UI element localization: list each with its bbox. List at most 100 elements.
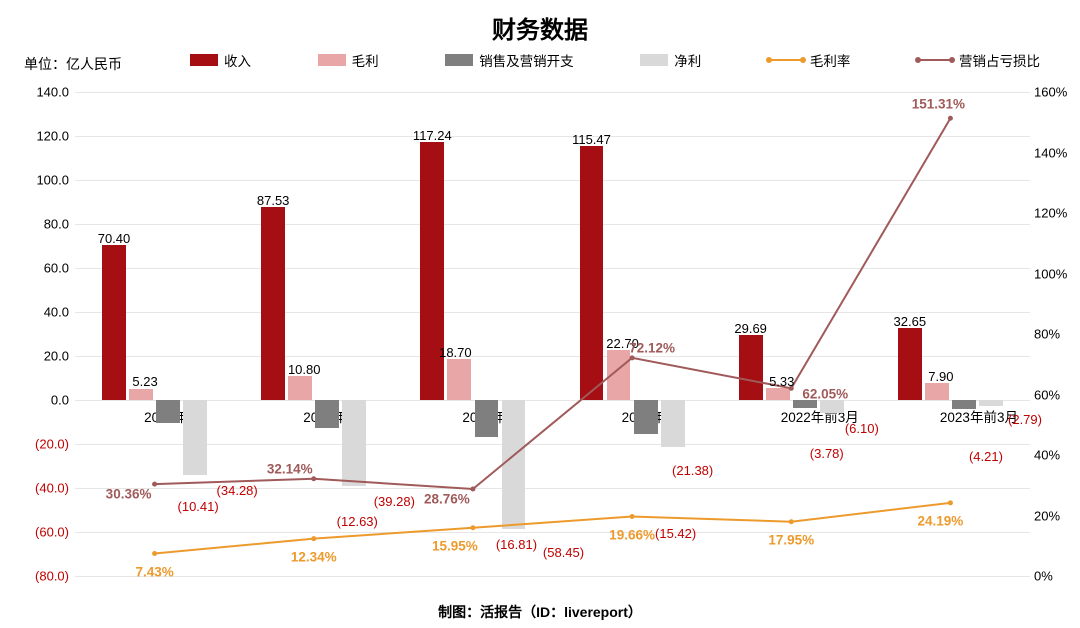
bar-gross bbox=[288, 376, 312, 400]
chart-credit: 制图：活报告（ID：livereport） bbox=[0, 602, 1080, 622]
gridline bbox=[75, 136, 1030, 137]
bar-value-net: (58.45) bbox=[543, 545, 584, 560]
bar-value-revenue: 32.65 bbox=[894, 314, 927, 329]
y1-tick: 0.0 bbox=[3, 393, 69, 408]
y2-tick: 60% bbox=[1034, 387, 1078, 402]
bar-value-gross: 10.80 bbox=[288, 362, 321, 377]
legend-label: 净利 bbox=[674, 50, 701, 70]
bar-value-sga: (12.63) bbox=[337, 514, 378, 529]
legend-swatch bbox=[917, 59, 953, 61]
y2-tick: 80% bbox=[1034, 327, 1078, 342]
bar-revenue bbox=[580, 146, 604, 400]
bar-value-sga: (10.41) bbox=[178, 499, 219, 514]
legend-item-gross: 毛利 bbox=[318, 50, 379, 70]
line-value-lossratio: 30.36% bbox=[106, 487, 152, 502]
bar-value-gross: 7.90 bbox=[928, 369, 953, 384]
line-value-margin: 24.19% bbox=[918, 513, 964, 528]
legend-label: 毛利 bbox=[352, 50, 379, 70]
bar-net bbox=[342, 400, 366, 486]
y2-tick: 160% bbox=[1034, 85, 1078, 100]
legend: 收入 毛利 销售及营销开支 净利 毛利率 营销占亏损比 bbox=[190, 50, 1040, 70]
gridline bbox=[75, 576, 1030, 577]
bar-revenue bbox=[261, 207, 285, 400]
y2-tick: 120% bbox=[1034, 206, 1078, 221]
y2-tick: 100% bbox=[1034, 266, 1078, 281]
gridline bbox=[75, 312, 1030, 313]
bar-value-net: (39.28) bbox=[374, 494, 415, 509]
bar-value-revenue: 115.47 bbox=[572, 132, 611, 147]
gridline bbox=[75, 268, 1030, 269]
bar-gross bbox=[925, 383, 949, 400]
bar-value-gross: 5.33 bbox=[769, 374, 794, 389]
bar-revenue bbox=[898, 328, 922, 400]
y2-tick: 140% bbox=[1034, 145, 1078, 160]
gridline bbox=[75, 180, 1030, 181]
bar-value-sga: (4.21) bbox=[969, 449, 1003, 464]
gridline bbox=[75, 400, 1030, 401]
bar-sga bbox=[475, 400, 499, 437]
bar-revenue bbox=[102, 245, 126, 400]
bar-gross bbox=[766, 388, 790, 400]
y1-tick: 60.0 bbox=[3, 261, 69, 276]
bar-sga bbox=[634, 400, 658, 434]
bar-value-gross: 5.23 bbox=[132, 374, 157, 389]
y1-tick: (20.0) bbox=[3, 437, 69, 452]
legend-label: 毛利率 bbox=[810, 50, 851, 70]
bar-gross bbox=[447, 359, 471, 400]
line-value-margin: 17.95% bbox=[768, 532, 814, 547]
legend-item-net: 净利 bbox=[640, 50, 701, 70]
gridline bbox=[75, 444, 1030, 445]
legend-label: 收入 bbox=[224, 50, 251, 70]
legend-swatch bbox=[318, 54, 346, 66]
bar-value-sga: (16.81) bbox=[496, 537, 537, 552]
legend-swatch bbox=[190, 54, 218, 66]
bar-value-sga: (15.42) bbox=[655, 526, 696, 541]
line-value-margin: 12.34% bbox=[291, 549, 337, 564]
gridline bbox=[75, 224, 1030, 225]
bar-value-net: (6.10) bbox=[845, 421, 879, 436]
line-value-margin: 15.95% bbox=[432, 538, 478, 553]
legend-item-lossratio: 营销占亏损比 bbox=[917, 50, 1040, 70]
line-value-lossratio: 72.12% bbox=[629, 340, 675, 355]
bar-value-revenue: 117.24 bbox=[413, 128, 452, 143]
bar-net bbox=[979, 400, 1003, 406]
legend-item-sga: 销售及营销开支 bbox=[445, 50, 574, 70]
bar-gross bbox=[607, 350, 631, 400]
legend-label: 营销占亏损比 bbox=[959, 50, 1040, 70]
y2-tick: 0% bbox=[1034, 569, 1078, 584]
y1-tick: 140.0 bbox=[3, 85, 69, 100]
line-value-lossratio: 28.76% bbox=[424, 492, 470, 507]
financial-chart: 财务数据 单位：亿人民币 收入 毛利 销售及营销开支 净利 毛利率 营销占亏损比 140.… bbox=[0, 0, 1080, 628]
line-value-lossratio: 151.31% bbox=[912, 97, 965, 112]
gridline bbox=[75, 356, 1030, 357]
bar-value-net: (21.38) bbox=[672, 463, 713, 478]
bar-value-net: (34.28) bbox=[217, 483, 258, 498]
legend-swatch bbox=[640, 54, 668, 66]
plot-area: 140.0120.0100.080.060.040.020.00.0(20.0)… bbox=[75, 92, 1030, 576]
line-value-lossratio: 62.05% bbox=[802, 387, 848, 402]
y2-tick: 40% bbox=[1034, 448, 1078, 463]
bar-revenue bbox=[739, 335, 763, 400]
bar-gross bbox=[129, 389, 153, 401]
bar-value-gross: 18.70 bbox=[439, 345, 472, 360]
y1-tick: (60.0) bbox=[3, 525, 69, 540]
bar-sga bbox=[952, 400, 976, 409]
bar-net bbox=[183, 400, 207, 475]
bar-net bbox=[820, 400, 844, 413]
bar-value-net: (2.79) bbox=[1008, 412, 1042, 427]
bar-net bbox=[502, 400, 526, 529]
y1-tick: 120.0 bbox=[3, 129, 69, 144]
y1-tick: (80.0) bbox=[3, 569, 69, 584]
bar-revenue bbox=[420, 142, 444, 400]
bar-value-sga: (3.78) bbox=[810, 446, 844, 461]
bar-value-revenue: 87.53 bbox=[257, 193, 290, 208]
bar-net bbox=[661, 400, 685, 447]
chart-title: 财务数据 bbox=[0, 10, 1080, 45]
legend-item-margin: 毛利率 bbox=[768, 50, 851, 70]
gridline bbox=[75, 92, 1030, 93]
line-value-lossratio: 32.14% bbox=[267, 461, 313, 476]
y1-tick: 100.0 bbox=[3, 173, 69, 188]
unit-label: 单位：亿人民币 bbox=[24, 54, 122, 74]
bar-sga bbox=[156, 400, 180, 423]
line-value-margin: 7.43% bbox=[135, 564, 173, 579]
